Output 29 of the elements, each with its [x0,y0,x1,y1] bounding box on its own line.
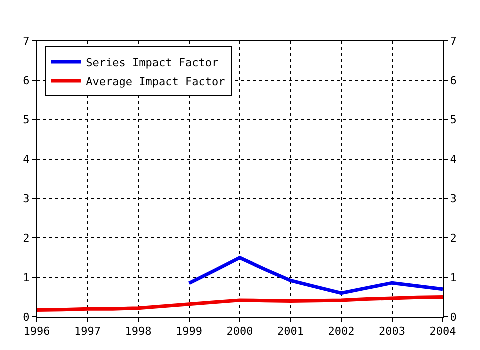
y2-tick-label: 2 [450,232,457,245]
x-tick-label: 1996 [24,325,50,338]
legend-label: Series Impact Factor [86,56,219,70]
y2-tick-label: 3 [450,192,457,206]
y-tick-label: 7 [23,34,30,48]
y2-tick-label: 6 [450,74,457,88]
y-tick-label: 0 [23,310,30,324]
y2-tick-label: 7 [450,34,457,48]
y2-tick-label: 0 [450,310,457,324]
x-tick-label: 2001 [278,325,304,338]
legend-label: Average Impact Factor [86,75,226,88]
y-tick-label: 5 [23,114,30,127]
x-tick-label: 2000 [226,325,254,338]
x-tick-label: 2003 [379,325,406,338]
x-tick-label: 1999 [176,325,202,338]
y-tick-label: 2 [23,232,30,245]
x-tick-label: 2002 [328,325,355,338]
line-series [37,296,443,312]
y-tick-label: 6 [23,74,30,88]
y2-tick-label: 4 [450,153,458,166]
y2-tick-label: 5 [450,114,457,127]
line-series [188,256,443,296]
y-tick-label: 1 [23,271,30,284]
x-tick-label: 1997 [74,325,101,338]
x-tick-label: 1998 [125,325,152,338]
y2-tick-label: 1 [450,271,457,284]
y-tick-label: 3 [23,192,30,206]
y-tick-label: 4 [23,153,30,166]
x-tick-label: 2004 [430,325,457,338]
